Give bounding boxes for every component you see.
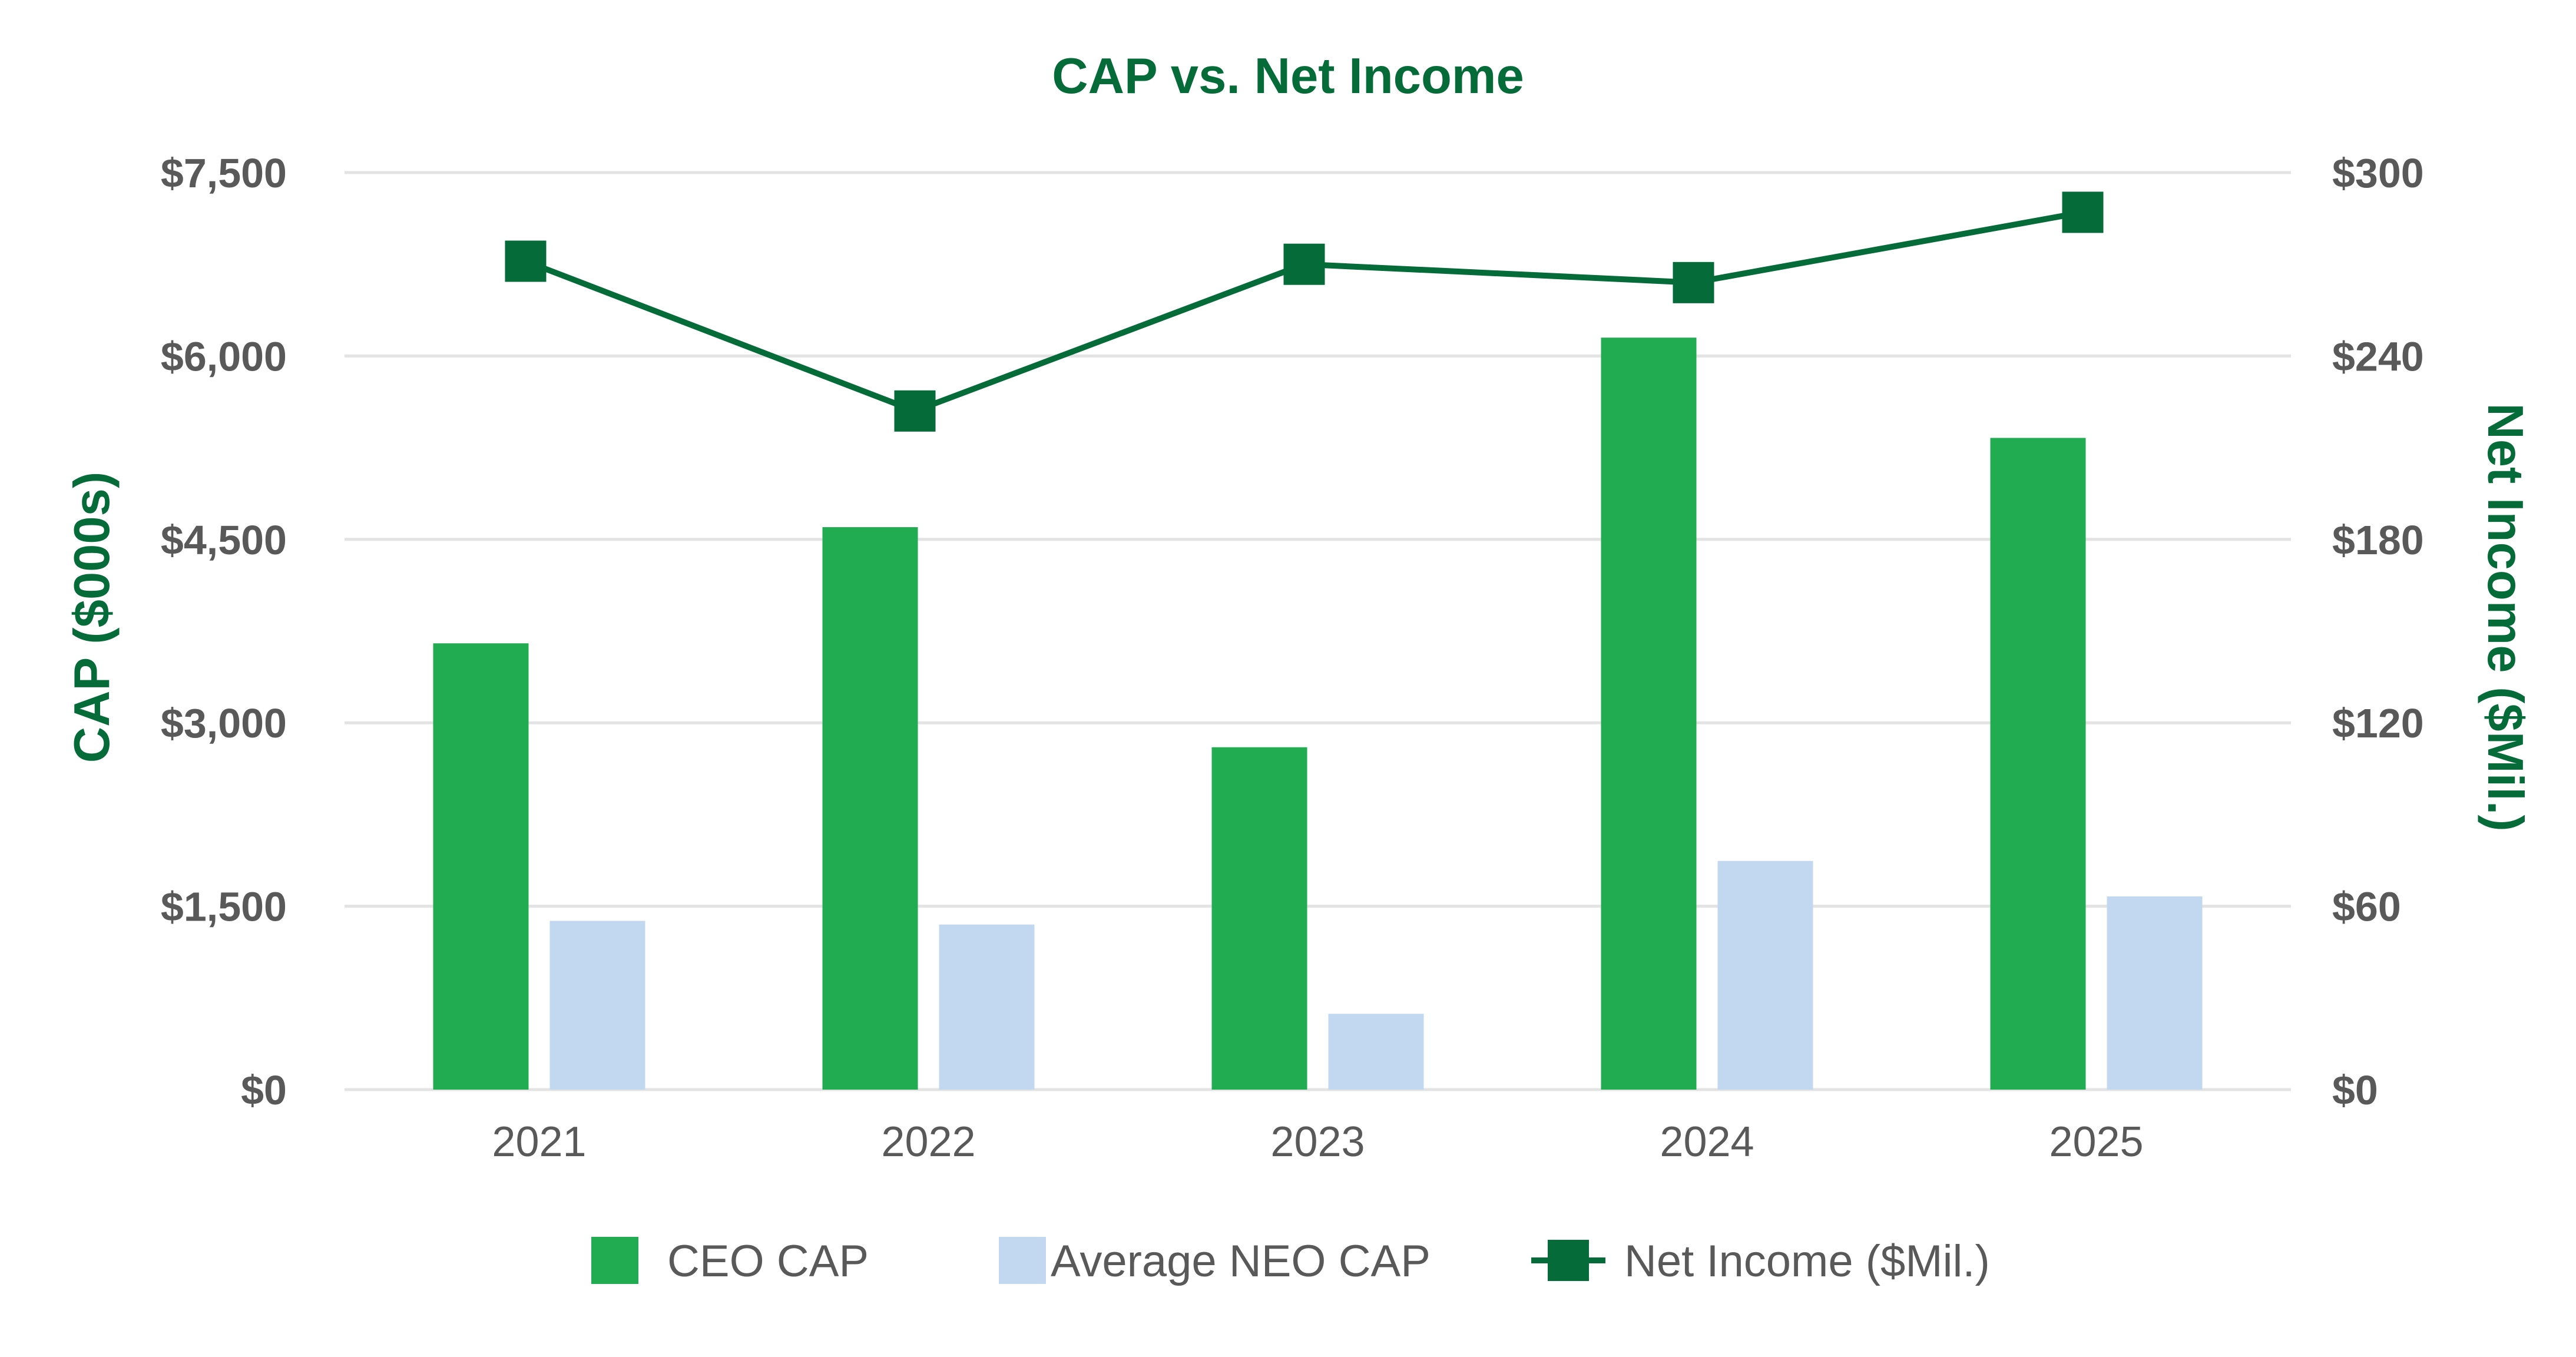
y-tick-label-left: $1,500 [161, 884, 287, 930]
y-tick-label-left: $0 [241, 1067, 287, 1113]
bar-average-neo-cap [1717, 860, 1813, 1090]
x-tick-label: 2025 [2049, 1118, 2143, 1166]
legend-swatch [999, 1237, 1046, 1284]
y-axis-left-title: CAP ($000s) [64, 472, 120, 763]
x-tick-label: 2023 [1270, 1118, 1365, 1166]
gridlines [345, 171, 2291, 1091]
y-tick-label-left: $3,000 [161, 700, 287, 746]
legend-label: CEO CAP [667, 1236, 869, 1286]
bar-ceo-cap [1990, 438, 2086, 1090]
y-tick-label-right: $300 [2332, 150, 2424, 196]
bar-ceo-cap [1211, 747, 1307, 1090]
net-income-line [524, 209, 2084, 415]
net-income-point [1283, 243, 1325, 285]
chart-title: CAP vs. Net Income [1052, 48, 1524, 104]
y-tick-label-left: $4,500 [161, 517, 287, 563]
net-income-point [894, 390, 936, 432]
legend-label: Average NEO CAP [1051, 1236, 1431, 1286]
bars [433, 337, 2203, 1090]
net-income-point [2062, 191, 2104, 233]
y-tick-label-right: $120 [2332, 700, 2424, 746]
net-income-line-series [505, 191, 2104, 432]
x-axis-ticks: 2021 2022 2023 2024 2025 [492, 1118, 2143, 1166]
bar-average-neo-cap [1328, 1014, 1424, 1090]
y-axis-right-ticks: $0 $60 $120 $180 $240 $300 [2332, 150, 2424, 1113]
y-axis-left-ticks: $0 $1,500 $3,000 $4,500 $6,000 $7,500 [161, 150, 287, 1113]
legend-swatch [591, 1237, 638, 1284]
net-income-point [505, 240, 547, 282]
y-tick-label-right: $60 [2332, 884, 2401, 930]
bar-ceo-cap [1601, 337, 1697, 1090]
legend: CEO CAP Average NEO CAP Net Income ($Mil.) [591, 1236, 1990, 1286]
bar-ceo-cap [822, 527, 918, 1090]
y-axis-right-title: Net Income ($Mil.) [2477, 403, 2533, 831]
x-tick-label: 2021 [492, 1118, 586, 1166]
y-tick-label-left: $6,000 [161, 333, 287, 379]
y-tick-label-left: $7,500 [161, 150, 287, 196]
bar-ceo-cap [433, 643, 529, 1090]
bar-average-neo-cap [549, 921, 645, 1090]
bar-average-neo-cap [2107, 896, 2203, 1090]
y-tick-label-right: $0 [2332, 1067, 2378, 1113]
bar-average-neo-cap [939, 924, 1035, 1090]
net-income-point [1673, 262, 1714, 303]
legend-marker-swatch [1548, 1240, 1589, 1281]
y-tick-label-right: $180 [2332, 517, 2424, 563]
y-tick-label-right: $240 [2332, 333, 2424, 379]
legend-label: Net Income ($Mil.) [1624, 1236, 1990, 1286]
x-tick-label: 2022 [881, 1118, 975, 1166]
x-tick-label: 2024 [1660, 1118, 1754, 1166]
